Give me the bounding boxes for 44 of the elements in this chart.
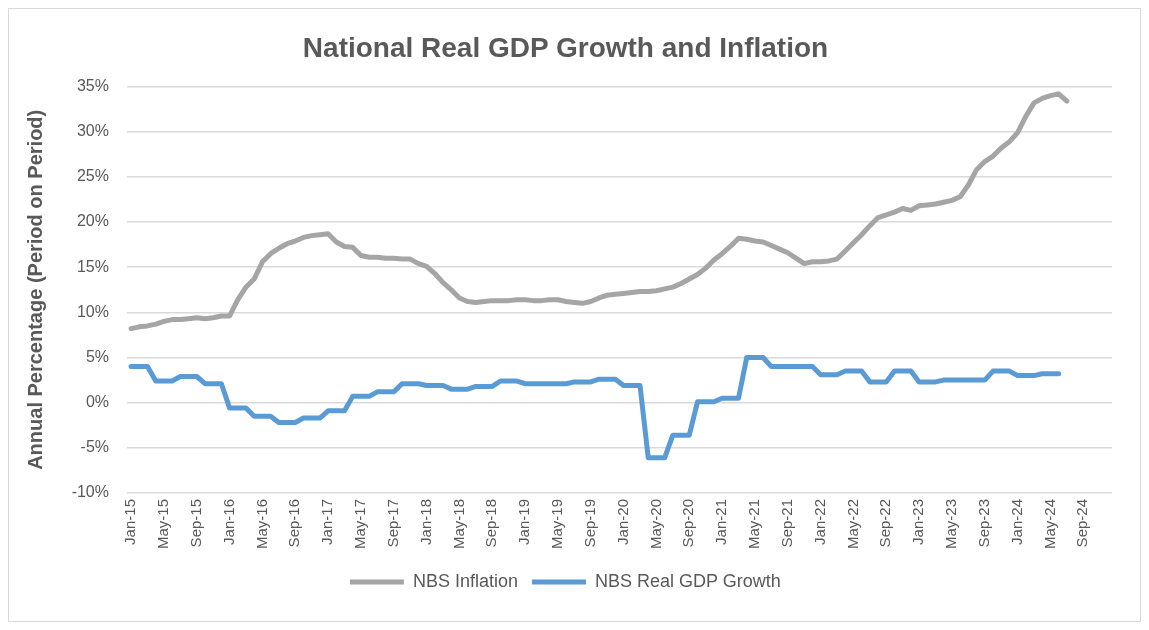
x-tick-label: Jan-24 [1007, 499, 1025, 545]
x-tick-label: May-23 [942, 499, 960, 550]
x-tick-label: Sep-24 [1073, 499, 1091, 548]
x-tick-label: Jan-22 [810, 499, 828, 545]
x-tick-label: Sep-18 [482, 499, 500, 548]
chart-title: National Real GDP Growth and Inflation [302, 31, 829, 63]
x-tick-label: Sep-23 [974, 499, 992, 548]
x-tick-label: Jan-20 [613, 499, 631, 545]
y-tick-label: 25% [76, 167, 109, 185]
y-tick-label: 35% [76, 77, 109, 95]
x-tick-label: Jan-23 [909, 499, 927, 545]
legend-label: NBS Real GDP Growth [595, 570, 781, 591]
x-tick-label: Sep-15 [186, 499, 204, 548]
x-tick-label: May-22 [843, 499, 861, 550]
y-tick-label: 30% [76, 122, 109, 140]
x-tick-label: May-18 [449, 499, 467, 550]
x-tick-label: Sep-21 [777, 499, 795, 548]
x-tick-label: Sep-17 [383, 499, 401, 548]
y-tick-label: 10% [76, 302, 109, 320]
y-tick-label: 0% [85, 393, 109, 411]
x-tick-label: Sep-22 [876, 499, 894, 548]
x-tick-label: Jan-19 [515, 499, 533, 545]
y-tick-label: -10% [71, 483, 109, 501]
x-tick-label: Sep-16 [285, 499, 303, 548]
x-tick-label: Sep-19 [580, 499, 598, 548]
x-tick-label: May-19 [548, 499, 566, 550]
x-tick-label: Jan-18 [416, 499, 434, 545]
legend-label: NBS Inflation [412, 570, 519, 591]
y-tick-label: -5% [80, 438, 109, 456]
y-tick-label: 20% [76, 212, 109, 230]
y-tick-label: 5% [85, 347, 109, 365]
x-tick-label: May-15 [154, 499, 172, 550]
x-tick-label: May-20 [646, 499, 664, 550]
x-tick-label: Jan-16 [219, 499, 237, 545]
x-tick-label: May-24 [1040, 499, 1058, 550]
x-tick-label: May-17 [351, 499, 369, 550]
x-tick-label: Jan-21 [712, 499, 730, 545]
y-tick-label: 15% [76, 257, 109, 275]
x-tick-label: Jan-17 [318, 499, 336, 545]
x-tick-label: May-16 [252, 499, 270, 550]
x-tick-label: May-21 [745, 499, 763, 550]
x-tick-label: Sep-20 [679, 499, 697, 548]
x-tick-label: Jan-15 [121, 499, 139, 545]
y-axis-title: Annual Percentage (Period on Period) [23, 109, 46, 470]
